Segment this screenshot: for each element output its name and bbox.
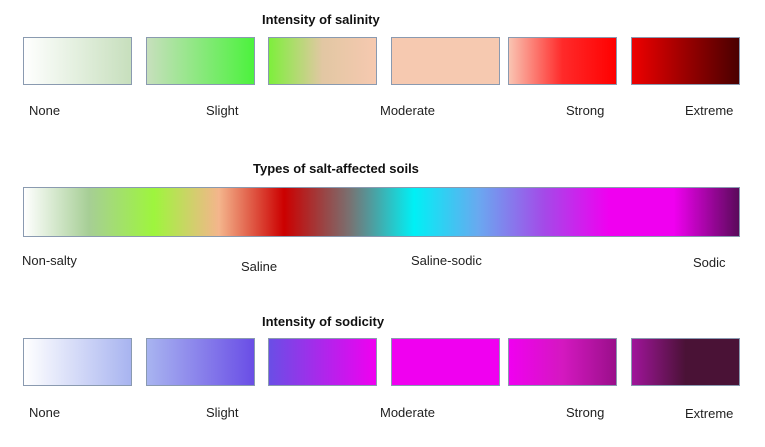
sodicity-label-extreme: Extreme xyxy=(685,406,734,421)
sodicity-swatch-moderate-a xyxy=(268,338,377,386)
sodicity-label-strong: Strong xyxy=(566,405,605,420)
salinity-swatch-moderate-b xyxy=(391,37,500,85)
soil-label-saline: Saline xyxy=(241,259,278,274)
soil-label-non-salty: Non-salty xyxy=(22,253,77,268)
soil-types-title: Types of salt-affected soils xyxy=(253,161,419,176)
sodicity-label-slight: Slight xyxy=(206,405,239,420)
sodicity-swatch-none xyxy=(23,338,132,386)
salinity-swatch-slight xyxy=(146,37,255,85)
salinity-swatch-none xyxy=(23,37,132,85)
sodicity-title: Intensity of sodicity xyxy=(262,314,385,329)
salinity-swatch-moderate-a xyxy=(268,37,377,85)
salinity-label-extreme: Extreme xyxy=(685,103,734,118)
salinity-label-none: None xyxy=(29,103,61,118)
sodicity-swatch-strong xyxy=(508,338,617,386)
salinity-title: Intensity of salinity xyxy=(262,12,380,27)
salinity-label-slight: Slight xyxy=(206,103,239,118)
sodicity-label-moderate: Moderate xyxy=(380,405,435,420)
soil-label-saline-sodic: Saline-sodic xyxy=(411,253,482,268)
sodicity-swatch-extreme xyxy=(631,338,740,386)
sodicity-swatch-moderate-b xyxy=(391,338,500,386)
salinity-swatch-strong xyxy=(508,37,617,85)
sodicity-swatch-slight xyxy=(146,338,255,386)
salinity-label-moderate: Moderate xyxy=(380,103,435,118)
soil-label-sodic: Sodic xyxy=(693,255,726,270)
sodicity-label-none: None xyxy=(29,405,61,420)
soil-types-gradient-bar xyxy=(23,187,740,237)
salinity-label-strong: Strong xyxy=(566,103,605,118)
salinity-swatch-extreme xyxy=(631,37,740,85)
